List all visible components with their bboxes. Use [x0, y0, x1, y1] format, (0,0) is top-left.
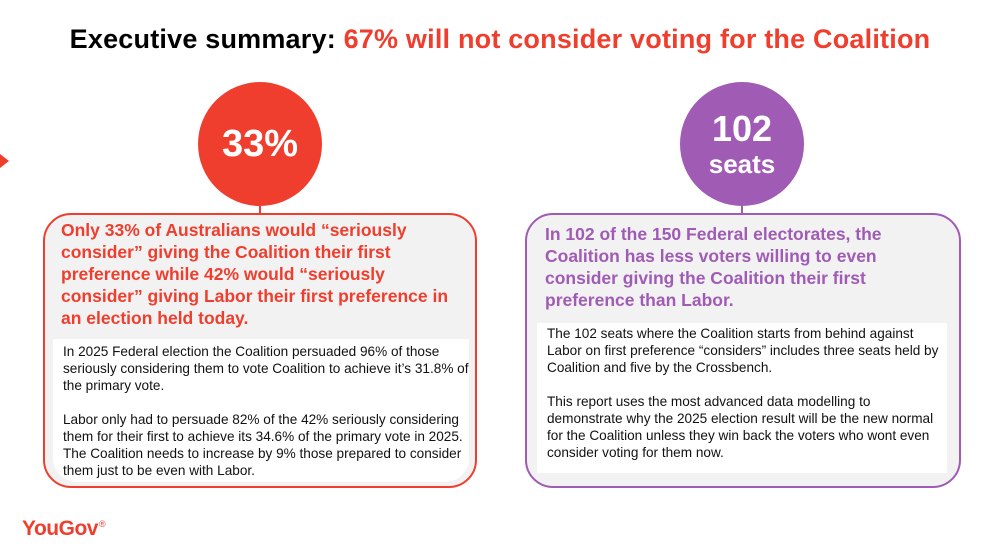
stat-circle-left: 33%	[198, 82, 322, 206]
connector-right	[741, 206, 743, 214]
title-highlight: 67% will not consider voting for the Coa…	[343, 24, 931, 54]
card-paragraph: Labor only had to persuade 82% of the 42…	[63, 412, 463, 478]
registered-mark: ®	[98, 519, 106, 529]
yougov-logo: YouGov®	[22, 517, 106, 541]
connector-left	[259, 206, 261, 214]
stat-value-right: 102	[711, 108, 773, 149]
play-arrow-icon	[0, 154, 9, 168]
page-title: Executive summary: 67% will not consider…	[0, 24, 1000, 55]
stat-circle-right: 102 seats	[680, 82, 804, 206]
title-prefix: Executive summary:	[69, 24, 344, 54]
summary-card-left: Only 33% of Australians would “seriously…	[43, 213, 477, 488]
card-body-right: The 102 seats where the Coalition starts…	[537, 323, 947, 473]
stat-unit-right: seats	[708, 149, 776, 179]
stat-value-left: 33%	[221, 122, 299, 165]
card-body-left: In 2025 Federal election the Coalition p…	[53, 339, 469, 482]
card-paragraph: The 102 seats where the Coalition starts…	[547, 326, 939, 375]
card-headline-left: Only 33% of Australians would “seriously…	[61, 220, 449, 328]
logo-text: YouGov	[22, 517, 98, 540]
card-headline-right: In 102 of the 150 Federal electorates, t…	[545, 224, 882, 310]
card-paragraph: This report uses the most advanced data …	[547, 394, 934, 460]
summary-card-right: In 102 of the 150 Federal electorates, t…	[525, 213, 961, 488]
card-paragraph: In 2025 Federal election the Coalition p…	[63, 344, 469, 393]
